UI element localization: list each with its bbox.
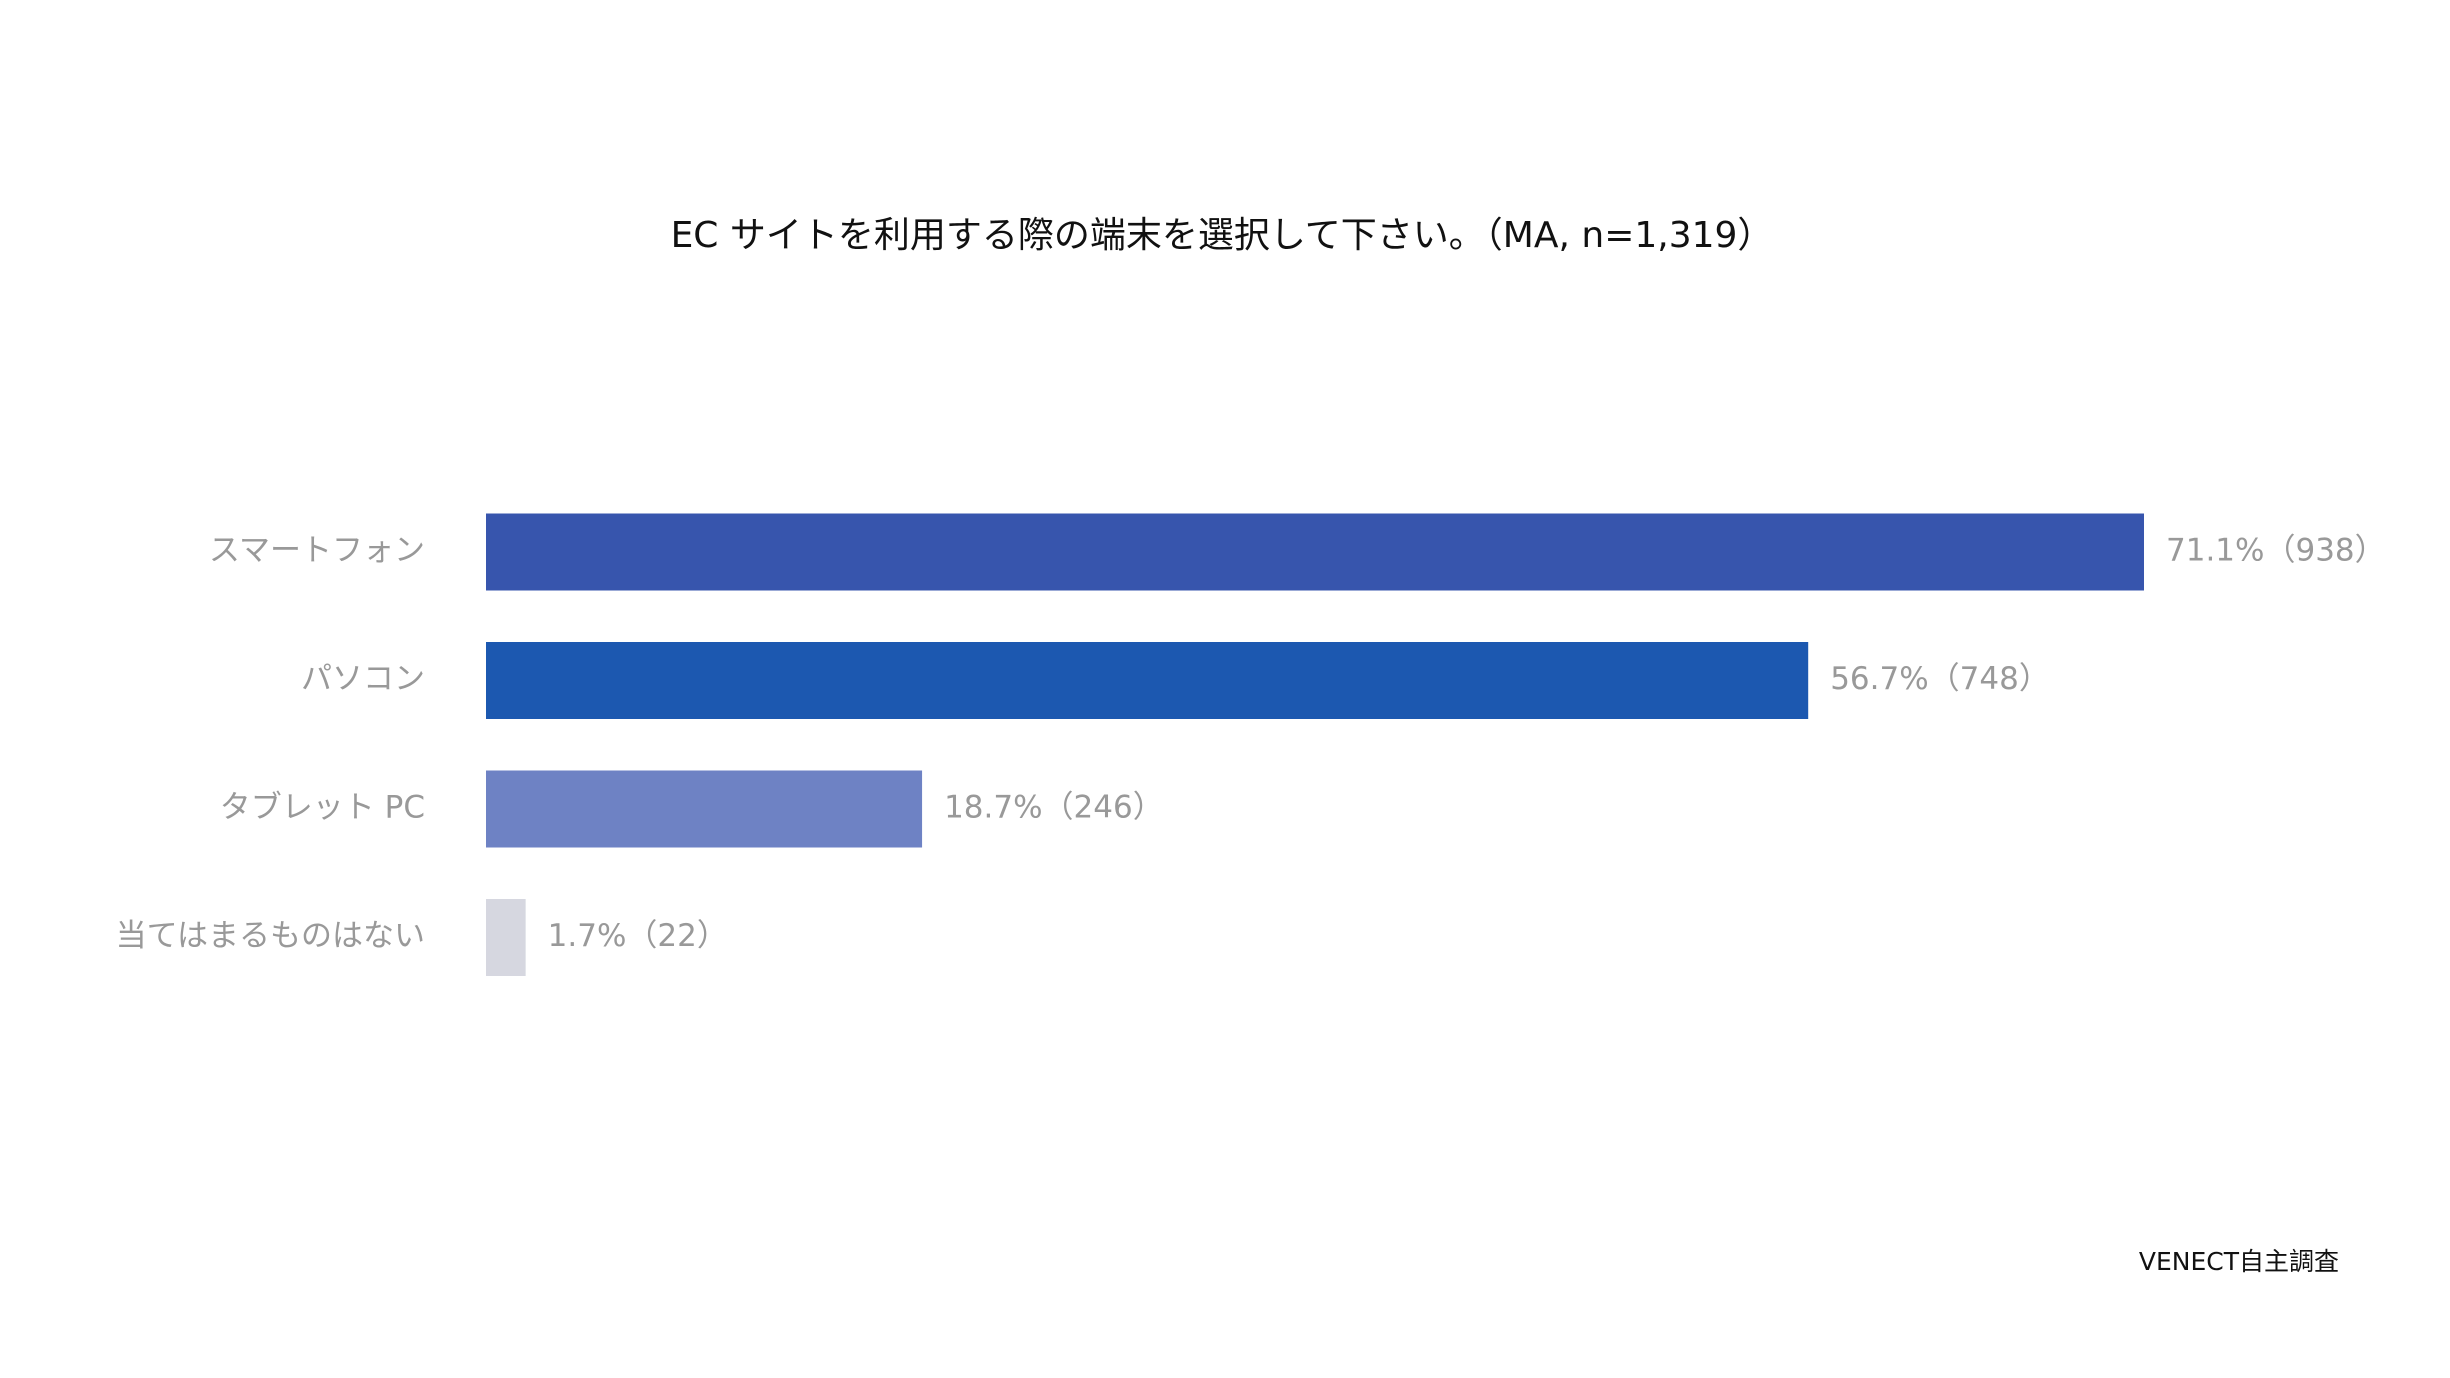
value-label: 18.7%（246） [944, 790, 1164, 826]
value-label: 56.7%（748） [1830, 661, 2050, 697]
bar [486, 770, 923, 848]
bar [486, 513, 2144, 591]
category-label: パソコン [301, 661, 425, 697]
value-label: 1.7%（22） [548, 918, 728, 954]
chart-title: EC サイトを利用する際の端末を選択して下さい。（MA, n=1,319） [671, 215, 1774, 256]
category-label: 当てはまるものはない [116, 918, 425, 954]
category-label: タブレット PC [220, 790, 425, 826]
value-label: 71.1%（938） [2166, 533, 2386, 569]
bar [486, 899, 526, 976]
category-label: スマートフォン [209, 533, 425, 569]
bar [486, 642, 1809, 719]
source: VENECT自主調査 [2139, 1247, 2339, 1276]
